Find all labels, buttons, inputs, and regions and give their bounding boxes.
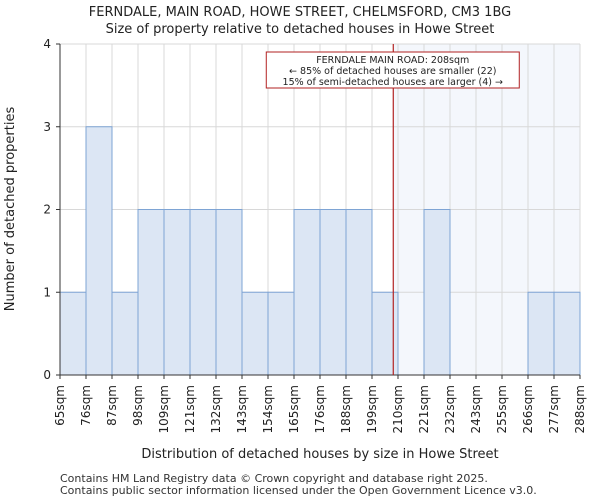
x-tick-label: 288sqm (573, 385, 587, 433)
bar (137, 209, 165, 376)
x-axis-label: Distribution of detached houses by size … (141, 447, 498, 462)
x-tick-label: 87sqm (105, 385, 119, 426)
x-tick-label: 221sqm (417, 385, 431, 433)
annotation-line: FERNDALE MAIN ROAD: 208sqm (316, 55, 469, 66)
chart-subtitle: Size of property relative to detached ho… (106, 22, 495, 37)
annotation-line: ← 85% of detached houses are smaller (22… (289, 66, 496, 77)
x-tick-label: 65sqm (53, 385, 67, 426)
x-tick-label: 154sqm (261, 385, 275, 433)
x-tick-label: 243sqm (469, 385, 483, 433)
x-tick-label: 121sqm (183, 385, 197, 433)
footer-copyright: Contains HM Land Registry data © Crown c… (60, 472, 488, 485)
annotation-box (265, 51, 520, 89)
bar (319, 209, 347, 376)
x-tick-label: 132sqm (209, 385, 223, 433)
x-tick-label: 143sqm (235, 385, 249, 433)
bar (111, 291, 139, 376)
footer-licence: Contains public sector information licen… (60, 484, 537, 497)
x-tick-label: 109sqm (157, 385, 171, 433)
x-tick-label: 255sqm (495, 385, 509, 433)
y-axis-label: Number of detached properties (3, 107, 18, 312)
x-tick-label: 76sqm (79, 385, 93, 426)
y-tick-label: 0 (43, 368, 51, 382)
annotation-line: 15% of semi-detached houses are larger (… (283, 77, 503, 88)
y-tick-label: 1 (43, 285, 51, 299)
chart-title: FERNDALE, MAIN ROAD, HOWE STREET, CHELMS… (89, 5, 511, 20)
bar (189, 209, 217, 376)
x-tick-label: 98sqm (131, 385, 145, 426)
bar (345, 209, 373, 376)
histogram-chart: FERNDALE, MAIN ROAD, HOWE STREET, CHELMS… (3, 5, 587, 462)
x-tick-label: 232sqm (443, 385, 457, 433)
bar (527, 291, 555, 376)
bar (163, 209, 191, 376)
bar (553, 291, 581, 376)
x-tick-label: 165sqm (287, 385, 301, 433)
bar (85, 126, 113, 376)
bar (423, 209, 451, 376)
y-tick-label: 4 (43, 37, 51, 51)
bar (59, 291, 87, 376)
x-tick-label: 210sqm (391, 385, 405, 433)
bar (371, 291, 399, 376)
bar (267, 291, 295, 376)
x-tick-label: 199sqm (365, 385, 379, 433)
y-tick-label: 2 (43, 203, 51, 217)
x-tick-label: 277sqm (547, 385, 561, 433)
bar (241, 291, 269, 376)
x-tick-label: 176sqm (313, 385, 327, 433)
x-tick-label: 266sqm (521, 385, 535, 433)
x-tick-label: 188sqm (339, 385, 353, 433)
bar (215, 209, 243, 376)
y-tick-label: 3 (43, 120, 51, 134)
plot-area: 0 1 2 3 4 65sqm 76sqm 87sqm 98sqm 109sqm 121sqm 132… (43, 37, 587, 433)
bar (293, 209, 321, 376)
